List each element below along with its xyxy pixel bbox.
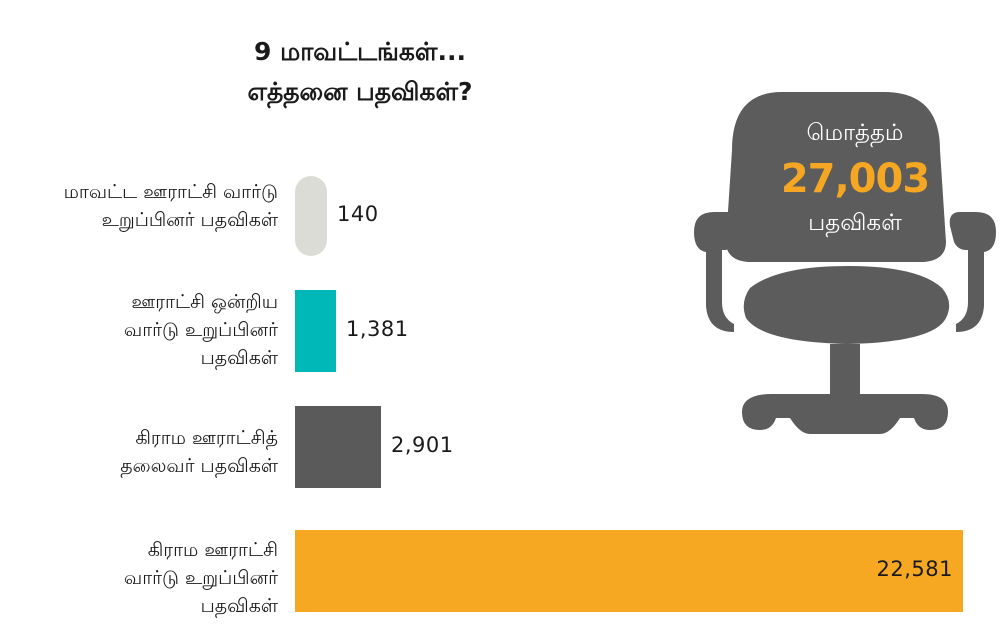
chair-column	[830, 344, 860, 400]
data-label: 2,901	[391, 433, 454, 457]
category-label: மாவட்ட ஊராட்சி வார்டு உறுப்பினர் பதவிகள்	[63, 181, 278, 231]
data-label: 22,581	[876, 557, 953, 581]
chair-left-armrest	[694, 212, 741, 332]
bar	[295, 406, 381, 488]
chair-backrest	[726, 92, 946, 262]
category-label: ஊராட்சி ஒன்றிய வார்டு உறுப்பினர் பதவிகள்	[124, 291, 278, 369]
chart-title-line-1: 9 மாவட்டங்கள்...	[254, 37, 466, 66]
bar	[295, 290, 336, 372]
total-label-top: மொத்தம்	[806, 120, 904, 146]
total-label-bottom: பதவிகள்	[808, 210, 902, 236]
data-label: 140	[337, 202, 379, 226]
chair-right-armrest	[949, 212, 996, 332]
chart-title: 9 மாவட்டங்கள்... எத்தனை பதவிகள்?	[150, 32, 570, 112]
chair-base	[742, 394, 948, 434]
office-chair-icon	[694, 92, 996, 434]
bar	[295, 530, 963, 612]
bar	[295, 176, 327, 256]
chart-title-line-2: எத்தனை பதவிகள்?	[247, 77, 473, 106]
chair-seat	[743, 266, 950, 344]
data-label: 1,381	[346, 317, 409, 341]
category-label: கிராம ஊராட்சித் தலைவர் பதவிகள்	[120, 427, 278, 477]
category-label: கிராம ஊராட்சி வார்டு உறுப்பினர் பதவிகள்	[124, 539, 278, 617]
total-value: 27,003	[780, 156, 930, 202]
